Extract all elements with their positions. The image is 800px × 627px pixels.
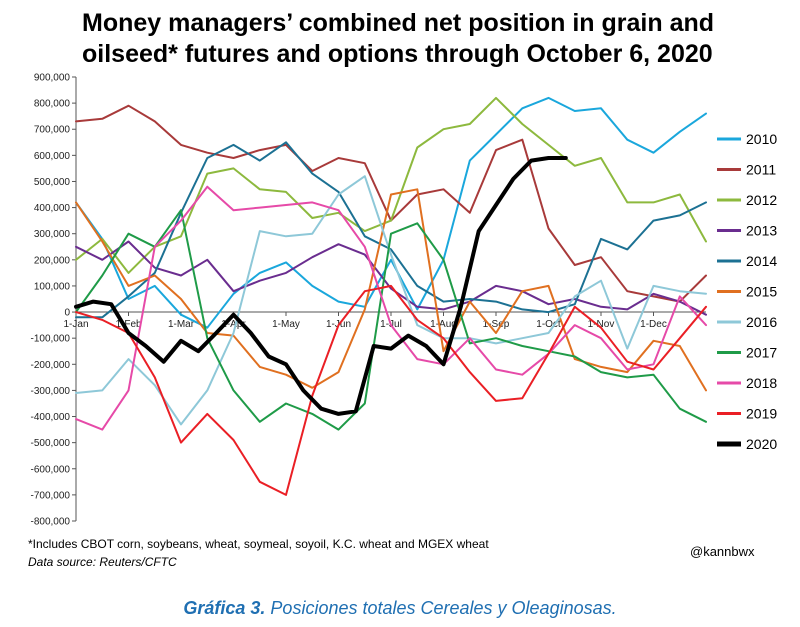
y-tick-label: 400,000 <box>34 203 71 214</box>
legend-label-2012: 2012 <box>746 192 777 208</box>
y-tick-label: 900,000 <box>34 73 71 84</box>
data-source: Data source: Reuters/CFTC <box>28 555 177 569</box>
series-line-2017 <box>75 209 707 431</box>
footnote: *Includes CBOT corn, soybeans, wheat, so… <box>28 537 489 551</box>
legend-label-2020: 2020 <box>746 436 777 452</box>
y-tick-label: -300,000 <box>31 386 71 397</box>
series-line-2016 <box>75 175 707 426</box>
y-tick-label: -100,000 <box>31 334 71 345</box>
x-tick-label: 1-Nov <box>588 319 615 330</box>
x-tick-label: 1-May <box>272 319 300 330</box>
legend-label-2010: 2010 <box>746 131 777 147</box>
series-line-2010 <box>75 96 707 329</box>
legend-label-2019: 2019 <box>746 406 777 422</box>
chart-svg: 900,000 800,000 700,000 600,000 500,000 400,0… <box>31 73 778 528</box>
legend-label-2016: 2016 <box>746 314 777 330</box>
y-tick-label: -600,000 <box>31 464 71 475</box>
y-tick-label: 200,000 <box>34 255 71 266</box>
x-tick-label: 1-Feb <box>115 319 142 330</box>
y-tick-label: 0 <box>64 308 70 319</box>
legend: 2010 2011 2012 2013 2014 2015 2016 2017 2018 2019… <box>717 131 777 452</box>
series-line-2019 <box>75 284 707 496</box>
series-line-2012 <box>75 96 707 274</box>
y-tick-label: -800,000 <box>31 517 71 528</box>
x-tick-label: 1-Oct <box>536 319 561 330</box>
legend-label-2015: 2015 <box>746 284 777 300</box>
x-tick-label: 1-Dec <box>640 319 667 330</box>
chart-title: Money managers’ combined net position in… <box>82 9 715 68</box>
y-tick-label: 100,000 <box>34 281 71 292</box>
x-tick-label: 1-Apr <box>221 319 246 330</box>
y-tick-label: -200,000 <box>31 360 71 371</box>
legend-label-2011: 2011 <box>746 162 776 178</box>
y-tick-label: 600,000 <box>34 151 71 162</box>
y-tick-label: 700,000 <box>34 125 71 136</box>
legend-label-2014: 2014 <box>746 253 777 269</box>
series-line-2013 <box>75 240 707 316</box>
series-line-2018 <box>75 185 707 431</box>
y-tick-label: 300,000 <box>34 229 71 240</box>
x-tick-label: 1-Aug <box>430 319 457 330</box>
series-group <box>74 96 707 496</box>
y-tick-label: -400,000 <box>31 412 71 423</box>
author-handle: @kannbwx <box>690 544 755 559</box>
caption-label: Gráfica 3. <box>183 598 266 618</box>
y-tick-label: -700,000 <box>31 490 71 501</box>
figure-caption: Gráfica 3. Posiciones totales Cereales y… <box>0 598 800 619</box>
series-line-2020 <box>74 156 568 416</box>
y-tick-label: -500,000 <box>31 438 71 449</box>
y-tick-label: 800,000 <box>34 99 71 110</box>
legend-label-2017: 2017 <box>746 345 777 361</box>
x-tick-label: 1-Mar <box>168 319 195 330</box>
legend-label-2018: 2018 <box>746 375 777 391</box>
caption-text: Posiciones totales Cereales y Oleaginosa… <box>265 598 617 618</box>
x-tick-label: 1-Sep <box>483 319 510 330</box>
legend-label-2013: 2013 <box>746 223 777 239</box>
y-tick-label: 500,000 <box>34 177 71 188</box>
series-line-2015 <box>75 188 707 392</box>
x-tick-label: 1-Jan <box>63 319 88 330</box>
